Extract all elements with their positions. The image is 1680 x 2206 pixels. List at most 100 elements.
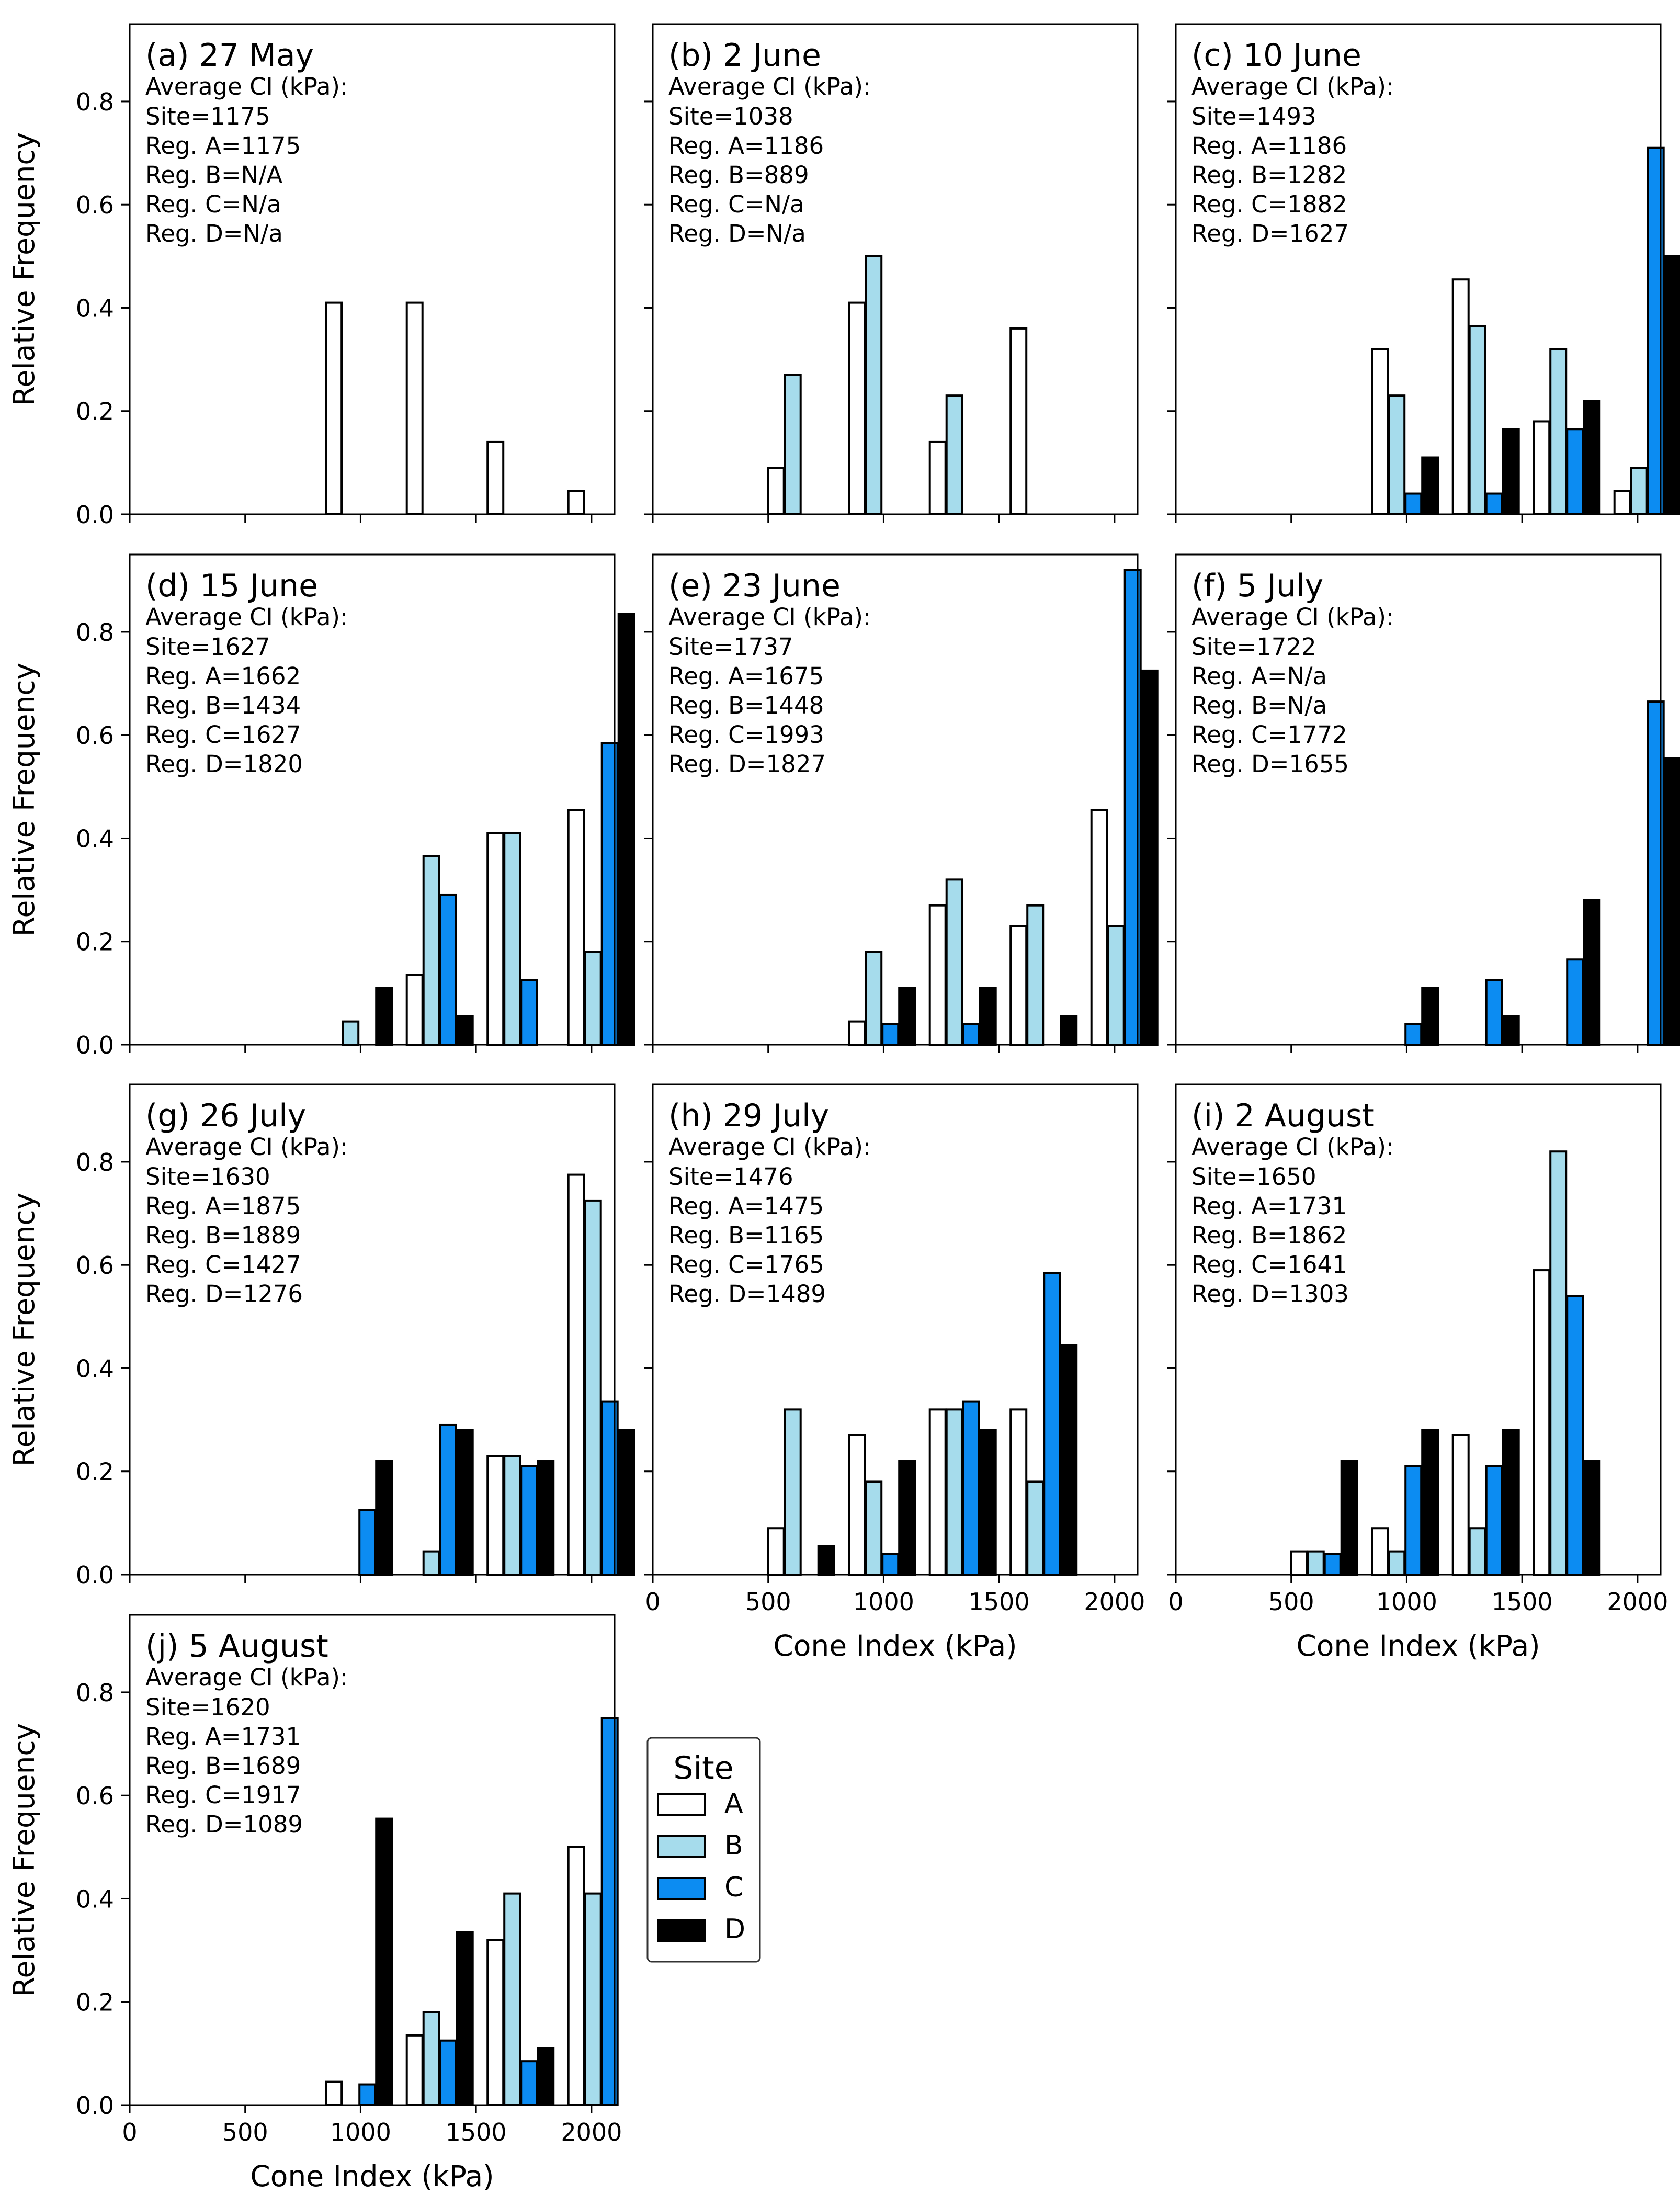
x-axis-label: Cone Index (kPa): [1296, 1629, 1540, 1662]
xtick-label: 500: [1268, 1588, 1314, 1616]
bar-e-d-2: [979, 987, 997, 1046]
bar-d-b-4: [584, 951, 602, 1046]
stats-line: Reg. D=N/a: [668, 220, 806, 247]
bar-c-d-2: [1502, 428, 1520, 515]
bar-b-a-1: [848, 301, 866, 515]
stats-line: Reg. A=N/a: [1191, 662, 1327, 690]
bar-c-b-1: [1388, 394, 1406, 515]
bar-b-a-2: [928, 440, 947, 515]
bar-e-d-4: [1140, 669, 1159, 1046]
stats-line: Reg. C=1772: [1191, 721, 1347, 749]
stats-line: Reg. B=1862: [1191, 1221, 1347, 1249]
bar-i-c-0: [1323, 1553, 1342, 1576]
stats-line: Reg. A=1186: [1191, 132, 1347, 160]
bar-f-d-3: [1583, 899, 1601, 1046]
xtick-label: 0: [122, 2118, 137, 2146]
stats-line: Reg. B=1282: [1191, 161, 1347, 189]
stats-heading: Average CI (kPa):: [145, 73, 348, 100]
bar-j-a-4: [567, 1846, 585, 2106]
y-axis-label: Relative Frequency: [7, 1193, 41, 1466]
bar-g-a-4: [567, 1173, 585, 1576]
xtick-label: 1500: [1492, 1588, 1553, 1616]
panel-h: 0 500 1000 1500 2000 Cone Index (kPa) (h) 29 J…: [644, 1083, 1145, 1662]
y-axis-label: Relative Frequency: [7, 663, 41, 936]
bar-h-d-3: [1060, 1344, 1078, 1576]
stats-line: Reg. B=N/a: [1191, 692, 1327, 719]
bar-e-b-4: [1107, 925, 1125, 1046]
bar-a-a-3: [486, 440, 505, 515]
bar-h-a-0: [767, 1527, 785, 1576]
bar-d-b-2: [422, 855, 440, 1046]
bar-j-d-2: [456, 1931, 474, 2107]
bar-e-a-4: [1090, 809, 1108, 1046]
stats-line: Reg. D=1627: [1191, 220, 1349, 247]
axes-frame-c: [1175, 23, 1662, 515]
bar-e-b-2: [945, 878, 963, 1046]
ytick-label: 0.0: [76, 1031, 114, 1059]
panel-a: 0.0 0.2 0.4 0.6 0.8 Relative Frequency (a) 27 …: [7, 23, 616, 529]
bar-h-a-2: [928, 1408, 947, 1576]
bar-h-c-3: [1043, 1272, 1061, 1576]
bar-h-b-1: [865, 1480, 883, 1576]
bar-b-a-3: [1009, 327, 1028, 515]
axes-frame-j: [129, 1614, 616, 2106]
xtick-label: 2000: [561, 2118, 622, 2146]
stats-heading: Average CI (kPa):: [668, 73, 871, 100]
bar-c-b-4: [1630, 467, 1648, 515]
bar-d-a-2: [405, 974, 424, 1046]
panel-title: (c) 10 June: [1191, 37, 1361, 74]
panel-title: (j) 5 August: [145, 1628, 328, 1665]
stats-line: Site=1175: [145, 103, 270, 130]
bar-f-d-1: [1421, 987, 1439, 1046]
ytick-label: 0.6: [76, 1251, 114, 1280]
bar-a-a-4: [567, 490, 585, 515]
legend-label-c: C: [724, 1872, 743, 1903]
axes-frame-g: [129, 1083, 616, 1576]
stats-line: Reg. C=1427: [145, 1251, 301, 1279]
bar-c-d-4: [1663, 255, 1680, 515]
bar-h-b-0: [784, 1408, 802, 1576]
ytick-label: 0.4: [76, 1885, 114, 1913]
panel-title: (a) 27 May: [145, 37, 314, 74]
stats-line: Reg. C=1917: [145, 1781, 301, 1809]
bar-i-b-1: [1388, 1550, 1406, 1576]
xtick-label: 0: [645, 1588, 660, 1616]
xtick-label: 1000: [853, 1588, 914, 1616]
stats-heading: Average CI (kPa):: [1191, 603, 1394, 631]
stats-line: Reg. A=1662: [145, 662, 301, 690]
stats-heading: Average CI (kPa):: [145, 1133, 348, 1161]
bar-g-b-2: [422, 1550, 440, 1576]
ytick-label: 0.2: [76, 1988, 114, 2017]
bar-c-d-3: [1583, 400, 1601, 515]
bar-i-d-3: [1583, 1460, 1601, 1576]
stats-line: Reg. B=889: [668, 161, 809, 189]
stats-line: Reg. A=1186: [668, 132, 824, 160]
bar-c-b-3: [1549, 348, 1568, 516]
bar-d-d-1: [375, 987, 393, 1046]
x-axis-label: Cone Index (kPa): [250, 2159, 494, 2193]
ytick-label: 0.0: [76, 2091, 114, 2120]
bar-e-b-1: [865, 951, 883, 1046]
bar-b-b-2: [945, 394, 963, 515]
stats-line: Reg. D=1820: [145, 750, 303, 778]
panel-title: (h) 29 July: [668, 1098, 829, 1134]
ytick-label: 0.4: [76, 824, 114, 853]
bar-i-c-1: [1404, 1465, 1423, 1576]
bar-h-c-2: [962, 1400, 980, 1576]
stats-line: Reg. D=N/a: [145, 220, 283, 247]
stats-heading: Average CI (kPa):: [1191, 73, 1394, 100]
bar-h-b-2: [945, 1408, 963, 1576]
bar-i-b-3: [1549, 1150, 1568, 1576]
stats-heading: Average CI (kPa):: [668, 1133, 871, 1161]
axes-frame-d: [129, 553, 616, 1046]
legend-swatch-a: [657, 1793, 706, 1816]
axes-frame-a: [129, 23, 616, 515]
y-axis-label: Relative Frequency: [7, 132, 41, 406]
legend-swatch-b: [657, 1835, 706, 1858]
ytick-label: 0.0: [76, 1561, 114, 1589]
ytick-label: 0.2: [76, 928, 114, 956]
bar-g-d-1: [375, 1460, 393, 1576]
stats-line: Reg. A=1475: [668, 1192, 824, 1220]
